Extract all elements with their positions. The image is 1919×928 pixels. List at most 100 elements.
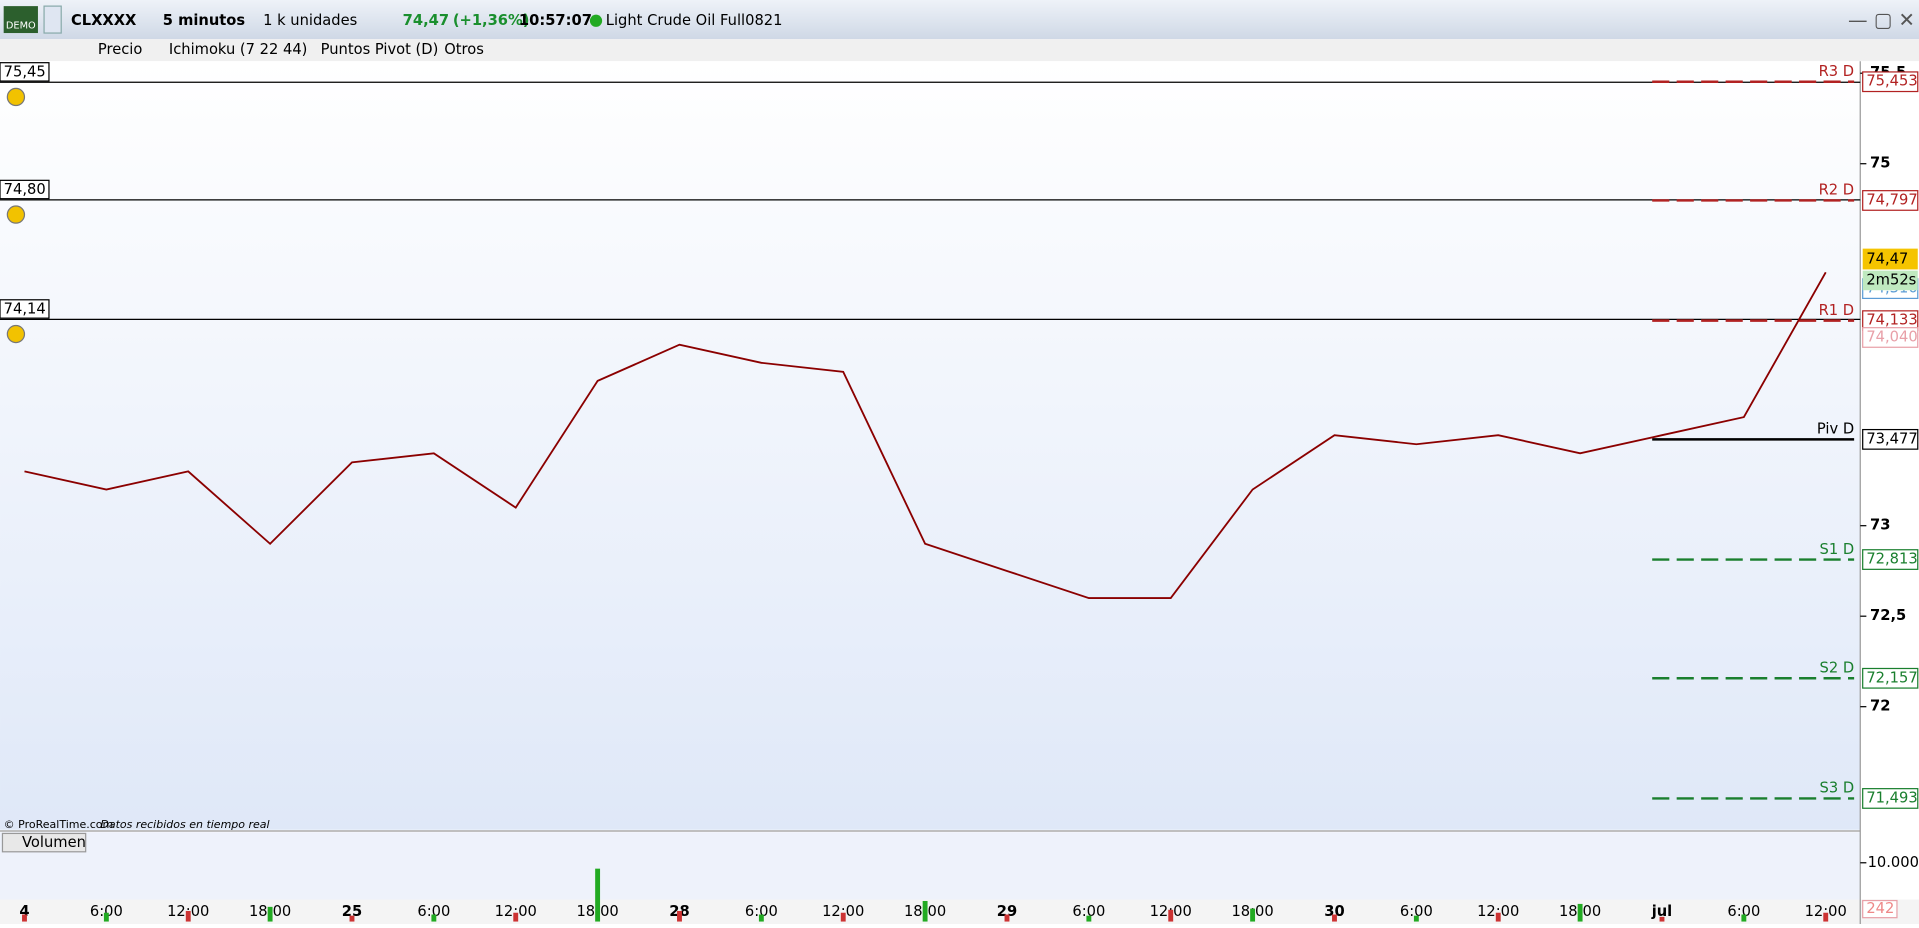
pivot-price-box xyxy=(1862,788,1919,809)
volume-last: 242 xyxy=(1866,900,1894,917)
pivot-price-box xyxy=(1862,71,1919,93)
source: © ProRealTime.com xyxy=(4,818,114,831)
volume-bar xyxy=(103,912,109,922)
x-tick-label: 12:00 xyxy=(1805,903,1847,920)
volume-bar xyxy=(758,914,764,922)
x-tick-label: 6:00 xyxy=(745,903,778,920)
link-icon[interactable] xyxy=(43,5,62,34)
pivot-price-box xyxy=(1862,667,1919,689)
y-tick-label: 75 xyxy=(1870,155,1890,172)
pivot-name: R1 D xyxy=(1819,302,1855,319)
volume-bar xyxy=(1823,912,1829,922)
pivot-price-box xyxy=(1862,190,1919,211)
y-tick-label: 10.000 xyxy=(1868,854,1919,871)
pivot-price: 74,797 xyxy=(1866,191,1917,208)
price-panel xyxy=(0,61,1861,830)
volume-last-box xyxy=(1862,899,1898,919)
demo-label: DEMO xyxy=(6,21,36,32)
indicator-pivot[interactable]: Puntos Pivot (D) xyxy=(321,41,439,58)
volume-panel xyxy=(0,832,1861,900)
volume-bar xyxy=(22,914,27,922)
volume-bar xyxy=(1741,914,1747,922)
toolbar xyxy=(0,0,1919,40)
volume-bar xyxy=(922,900,928,922)
last-price: 74,47 xyxy=(403,12,449,29)
volume-bar xyxy=(1413,915,1419,922)
countdown: 2m52s xyxy=(1866,271,1916,288)
price-change: (+1,36%) xyxy=(453,12,530,29)
alert-label: 75,45 xyxy=(4,63,46,80)
pivot-price-box xyxy=(1862,428,1919,450)
x-tick-label: 12:00 xyxy=(495,903,537,920)
alert-box xyxy=(0,62,50,82)
volume-title-box xyxy=(1,832,87,853)
volume-bar xyxy=(1250,908,1256,922)
volume-bar xyxy=(1086,915,1092,922)
units[interactable]: 1 k unidades xyxy=(263,12,357,29)
window-controls[interactable]: — ▢ ✕ xyxy=(1848,8,1915,31)
x-tick-label: 29 xyxy=(997,903,1017,920)
volume-bar xyxy=(185,910,191,922)
volume-bar xyxy=(1004,914,1010,922)
volume-bar xyxy=(267,906,273,922)
y-tick-label: 72 xyxy=(1870,698,1890,715)
pivot-price: 74,133 xyxy=(1866,312,1917,329)
pivot-price: 75,453 xyxy=(1866,73,1917,90)
current-price: 74,47 xyxy=(1866,251,1908,268)
countdown-box xyxy=(1862,270,1918,291)
alert-bell xyxy=(6,87,26,107)
indicator-other[interactable]: Otros xyxy=(444,41,484,58)
y-tick-label: 72,5 xyxy=(1870,607,1906,624)
volume-bar xyxy=(840,912,846,922)
x-tick-label: jul xyxy=(1651,903,1673,920)
timeframe[interactable]: 5 minutos xyxy=(163,12,246,29)
instrument: Light Crude Oil Full0821 xyxy=(606,12,783,29)
pivot-name: S2 D xyxy=(1820,659,1855,676)
volume-bar xyxy=(1168,909,1174,922)
volume-bar xyxy=(1577,903,1583,922)
ichimoku-price: 74,040 xyxy=(1866,328,1917,345)
pivot-price: 72,813 xyxy=(1866,551,1917,568)
pivot-price: 73,477 xyxy=(1866,430,1917,447)
x-tick-label: 12:00 xyxy=(822,903,864,920)
volume-bar xyxy=(431,914,437,922)
pivot-name: S1 D xyxy=(1820,541,1855,558)
symbol[interactable]: CLXXXX xyxy=(71,12,137,29)
current-price-box xyxy=(1862,248,1918,270)
pivot-price: 71,493 xyxy=(1866,789,1917,806)
price-line xyxy=(24,271,1827,600)
volume-title: Volumen xyxy=(22,834,86,851)
y-tick-label: 73 xyxy=(1870,517,1890,534)
volume-bar xyxy=(677,910,682,922)
volume-bar xyxy=(1659,916,1665,922)
time-axis xyxy=(0,899,1919,924)
pivot-name: R2 D xyxy=(1819,182,1855,199)
ichimoku-box xyxy=(1862,327,1919,348)
volume-bar xyxy=(513,912,519,922)
indicator-ichimoku[interactable]: Ichimoku (7 22 44) xyxy=(169,41,308,58)
pivot-price: 72,157 xyxy=(1866,669,1917,686)
status-dot xyxy=(589,14,603,27)
alert-bell xyxy=(6,324,26,344)
pivot-name: S3 D xyxy=(1820,780,1855,797)
time: 10:57:07 xyxy=(519,12,592,29)
alert-bell xyxy=(6,205,26,224)
pivot-price-box xyxy=(1862,549,1919,570)
volume-bar xyxy=(595,868,601,922)
pivot-name: Piv D xyxy=(1817,421,1854,438)
alert-box xyxy=(0,179,50,200)
x-tick-label: 25 xyxy=(342,903,362,920)
x-tick-label: 6:00 xyxy=(1400,903,1433,920)
x-tick-label: 6:00 xyxy=(1727,903,1760,920)
indicator-price[interactable]: Precio xyxy=(98,41,142,58)
alert-label: 74,80 xyxy=(4,181,46,198)
indicator-bar xyxy=(0,39,1919,62)
pivot-name: R3 D xyxy=(1819,63,1855,80)
source-note: Datos recibidos en tiempo real xyxy=(100,818,269,831)
x-tick-label: 6:00 xyxy=(417,903,450,920)
demo-icon[interactable] xyxy=(3,6,38,34)
x-tick-label: 6:00 xyxy=(1072,903,1105,920)
x-tick-label: 12:00 xyxy=(1477,903,1519,920)
x-tick-label: 30 xyxy=(1324,903,1344,920)
